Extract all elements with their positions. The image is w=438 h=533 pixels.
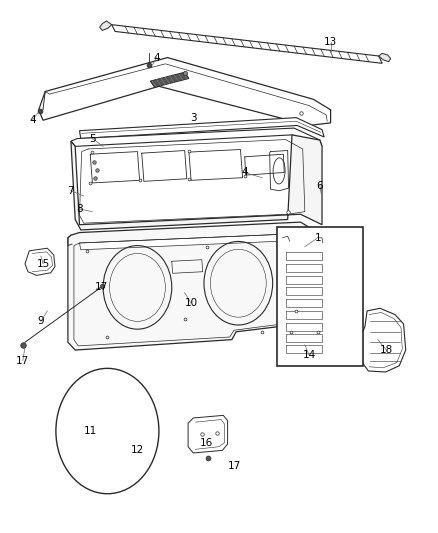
Polygon shape <box>84 244 110 254</box>
Text: 4: 4 <box>241 167 248 177</box>
Polygon shape <box>180 242 206 252</box>
Text: 3: 3 <box>190 112 197 123</box>
Polygon shape <box>188 415 228 453</box>
Text: 1: 1 <box>314 233 321 243</box>
Polygon shape <box>79 233 299 250</box>
Circle shape <box>56 368 159 494</box>
Polygon shape <box>71 135 322 230</box>
Text: 4: 4 <box>153 53 160 62</box>
Polygon shape <box>360 308 406 372</box>
Text: 15: 15 <box>36 259 49 269</box>
Polygon shape <box>271 239 292 249</box>
Text: 17: 17 <box>94 282 108 293</box>
Text: 17: 17 <box>227 461 240 471</box>
Text: 9: 9 <box>38 317 44 326</box>
Polygon shape <box>281 241 325 357</box>
Text: 16: 16 <box>199 438 213 448</box>
Text: 5: 5 <box>89 134 95 143</box>
Text: 6: 6 <box>317 181 323 190</box>
Polygon shape <box>68 222 322 350</box>
Text: 7: 7 <box>67 186 74 196</box>
Text: 13: 13 <box>324 37 337 47</box>
Text: 12: 12 <box>131 446 144 455</box>
Text: 4: 4 <box>29 115 35 125</box>
Polygon shape <box>100 21 112 30</box>
Bar <box>277 228 363 366</box>
Text: 18: 18 <box>380 345 393 355</box>
Polygon shape <box>25 248 55 276</box>
Polygon shape <box>379 53 391 62</box>
Polygon shape <box>39 58 331 125</box>
Polygon shape <box>150 72 189 87</box>
Text: 11: 11 <box>84 426 97 436</box>
Text: 10: 10 <box>184 298 198 308</box>
Polygon shape <box>71 128 322 147</box>
Polygon shape <box>112 25 382 63</box>
Text: 14: 14 <box>303 350 316 360</box>
Polygon shape <box>79 118 324 139</box>
Text: 8: 8 <box>76 204 83 214</box>
Text: 17: 17 <box>16 356 29 366</box>
